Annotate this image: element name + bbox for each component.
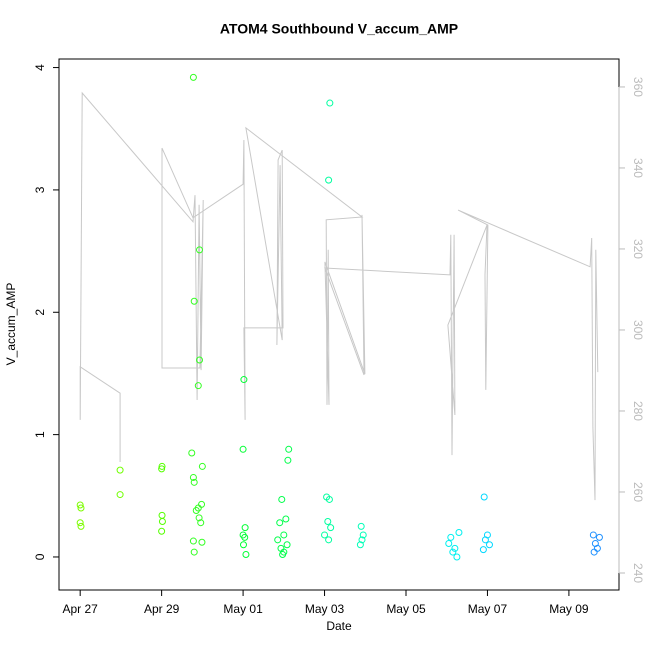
point (194, 382, 202, 390)
point (77, 522, 85, 530)
point (158, 462, 166, 470)
point (447, 533, 455, 541)
point (326, 99, 334, 107)
point (158, 465, 166, 473)
point (485, 541, 493, 549)
y-axis-label: V_accum_AMP (4, 283, 18, 366)
point (77, 504, 85, 512)
x-tick-label: May 01 (223, 602, 263, 616)
y2-tick-label: 360 (631, 77, 645, 97)
point (189, 537, 197, 545)
point (195, 514, 203, 522)
point (455, 528, 463, 536)
point (76, 501, 84, 509)
point (358, 536, 366, 544)
point (481, 536, 489, 544)
point (240, 376, 248, 384)
y2-tick-label: 260 (631, 482, 645, 502)
y2-tick-label: 340 (631, 158, 645, 178)
point (158, 511, 166, 519)
point (280, 531, 288, 539)
point (284, 456, 292, 464)
point (116, 466, 124, 474)
point (241, 524, 249, 532)
point (445, 540, 453, 548)
point (479, 546, 487, 554)
point (241, 533, 249, 541)
y-tick-label: 2 (33, 309, 47, 316)
point (192, 506, 200, 514)
point (190, 478, 198, 486)
x-tick-label: May 09 (549, 602, 589, 616)
point (325, 495, 333, 503)
point (589, 531, 597, 539)
point (357, 522, 365, 530)
point (321, 531, 329, 539)
x-tick-label: May 05 (386, 602, 426, 616)
point (282, 515, 290, 523)
plot-box (58, 58, 620, 591)
x-tick-label: May 03 (305, 602, 345, 616)
x-tick-label: Apr 29 (144, 602, 180, 616)
point (189, 473, 197, 481)
point (188, 449, 196, 457)
y2-tick-label: 320 (631, 239, 645, 259)
point (480, 493, 488, 501)
point (279, 551, 287, 559)
point (327, 524, 335, 532)
chart-title: ATOM4 Southbound V_accum_AMP (220, 21, 458, 37)
x-axis-label: Date (326, 619, 352, 633)
point (451, 544, 459, 552)
point (190, 297, 198, 305)
point (590, 548, 598, 556)
x-tick-label: May 07 (468, 602, 508, 616)
x-tick-label: Apr 27 (62, 602, 98, 616)
point (76, 519, 84, 527)
y2-tick-label: 300 (631, 320, 645, 340)
point (325, 176, 333, 184)
point (285, 445, 293, 453)
point (197, 519, 205, 527)
point (453, 553, 461, 561)
secondary-line (79, 91, 599, 501)
point (595, 533, 603, 541)
point (198, 462, 206, 470)
point (242, 551, 250, 559)
y-tick-label: 0 (33, 553, 47, 560)
point (356, 541, 364, 549)
point (274, 536, 282, 544)
point (276, 519, 284, 527)
y2-tick-label: 240 (631, 563, 645, 583)
point (324, 517, 332, 525)
y-tick-label: 1 (33, 431, 47, 438)
point (158, 517, 166, 525)
point (239, 445, 247, 453)
point (158, 527, 166, 535)
point (283, 541, 291, 549)
point (198, 538, 206, 546)
point (116, 491, 124, 499)
point (278, 495, 286, 503)
point (196, 356, 204, 364)
point (198, 500, 206, 508)
y-tick-label: 3 (33, 186, 47, 193)
point (359, 531, 367, 539)
point (190, 548, 198, 556)
point (239, 541, 247, 549)
point (325, 536, 333, 544)
y2-tick-label: 280 (631, 401, 645, 421)
y-tick-label: 4 (33, 64, 47, 71)
point (449, 548, 457, 556)
point (196, 246, 204, 254)
point (189, 73, 197, 81)
